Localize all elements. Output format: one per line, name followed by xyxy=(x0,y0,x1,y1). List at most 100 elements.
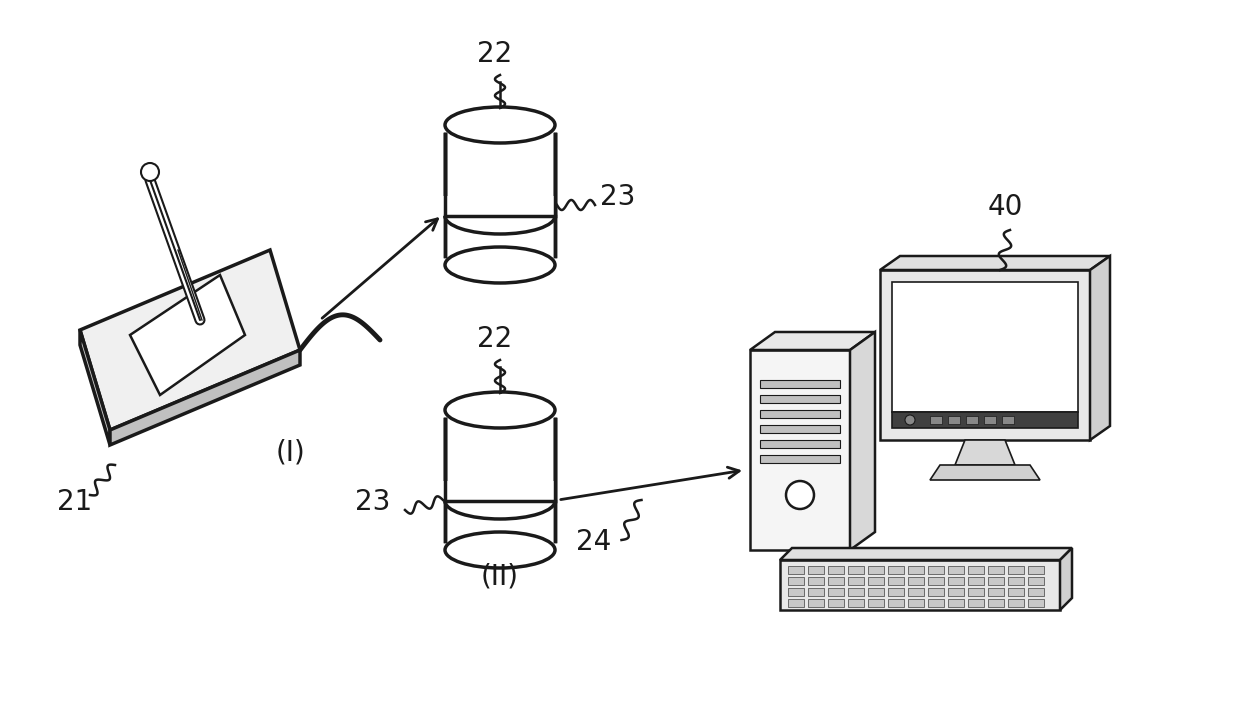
Bar xyxy=(808,577,825,585)
Polygon shape xyxy=(1060,548,1073,610)
Ellipse shape xyxy=(445,532,556,568)
Polygon shape xyxy=(930,465,1040,480)
Bar xyxy=(808,566,825,574)
Ellipse shape xyxy=(445,198,556,234)
Bar xyxy=(787,599,804,607)
Polygon shape xyxy=(880,256,1110,270)
Polygon shape xyxy=(750,332,875,350)
Text: 22: 22 xyxy=(477,325,512,353)
Bar xyxy=(787,566,804,574)
Bar xyxy=(985,416,996,424)
Bar xyxy=(443,196,557,216)
Polygon shape xyxy=(1090,256,1110,440)
Bar xyxy=(1028,599,1044,607)
Ellipse shape xyxy=(445,392,556,428)
Bar xyxy=(1028,566,1044,574)
Bar xyxy=(928,566,944,574)
Polygon shape xyxy=(955,440,1016,465)
Bar xyxy=(949,577,963,585)
Bar xyxy=(828,599,844,607)
Bar xyxy=(868,588,884,596)
Bar xyxy=(760,455,839,463)
Bar xyxy=(868,577,884,585)
Bar xyxy=(445,134,556,256)
Bar xyxy=(446,134,554,256)
Text: 21: 21 xyxy=(57,488,93,516)
Ellipse shape xyxy=(445,247,556,283)
Bar xyxy=(988,577,1004,585)
Circle shape xyxy=(786,481,813,509)
Bar xyxy=(908,588,924,596)
Bar xyxy=(908,566,924,574)
Bar xyxy=(888,599,904,607)
Circle shape xyxy=(141,163,159,181)
Bar xyxy=(1008,566,1024,574)
Bar xyxy=(848,599,864,607)
Bar xyxy=(1028,577,1044,585)
Ellipse shape xyxy=(445,107,556,143)
Bar xyxy=(1028,588,1044,596)
Bar xyxy=(892,282,1078,412)
Bar xyxy=(949,588,963,596)
Bar xyxy=(930,416,942,424)
Bar xyxy=(1002,416,1014,424)
Bar xyxy=(968,566,985,574)
Polygon shape xyxy=(130,275,246,395)
Polygon shape xyxy=(849,332,875,550)
Bar xyxy=(760,380,839,388)
Bar xyxy=(988,599,1004,607)
Bar xyxy=(780,560,1060,610)
Bar xyxy=(828,588,844,596)
Polygon shape xyxy=(780,548,1073,560)
Bar xyxy=(787,577,804,585)
Bar xyxy=(949,599,963,607)
Bar xyxy=(760,395,839,403)
Bar xyxy=(928,577,944,585)
Text: 40: 40 xyxy=(987,193,1023,221)
Bar xyxy=(928,599,944,607)
Bar xyxy=(848,588,864,596)
Text: 23: 23 xyxy=(600,183,635,211)
Bar xyxy=(1008,588,1024,596)
Bar xyxy=(848,577,864,585)
Text: (II): (II) xyxy=(481,563,520,591)
Bar xyxy=(808,599,825,607)
Bar xyxy=(928,588,944,596)
Bar xyxy=(868,599,884,607)
Bar xyxy=(968,577,985,585)
Bar xyxy=(446,419,554,541)
Text: 22: 22 xyxy=(477,40,512,68)
Bar xyxy=(988,566,1004,574)
Text: (I): (I) xyxy=(275,438,305,466)
Polygon shape xyxy=(110,350,300,445)
Ellipse shape xyxy=(445,483,556,519)
Bar xyxy=(888,577,904,585)
Bar xyxy=(888,566,904,574)
Bar xyxy=(908,577,924,585)
Bar xyxy=(1008,599,1024,607)
Bar xyxy=(968,588,985,596)
Bar xyxy=(988,588,1004,596)
Text: 24: 24 xyxy=(577,528,611,556)
Text: 23: 23 xyxy=(355,488,391,516)
Bar xyxy=(892,412,1078,428)
Bar xyxy=(966,416,978,424)
Bar xyxy=(908,599,924,607)
Bar xyxy=(848,566,864,574)
Polygon shape xyxy=(81,330,110,445)
Bar xyxy=(828,577,844,585)
Bar xyxy=(443,481,557,501)
Bar xyxy=(808,588,825,596)
Bar xyxy=(445,419,556,541)
Bar xyxy=(949,416,960,424)
Bar xyxy=(760,425,839,433)
Bar xyxy=(750,350,849,550)
Bar xyxy=(760,440,839,448)
Bar xyxy=(968,599,985,607)
Bar xyxy=(949,566,963,574)
Bar xyxy=(868,566,884,574)
Bar xyxy=(760,410,839,418)
Bar xyxy=(880,270,1090,440)
Polygon shape xyxy=(81,250,300,430)
Circle shape xyxy=(905,415,915,425)
